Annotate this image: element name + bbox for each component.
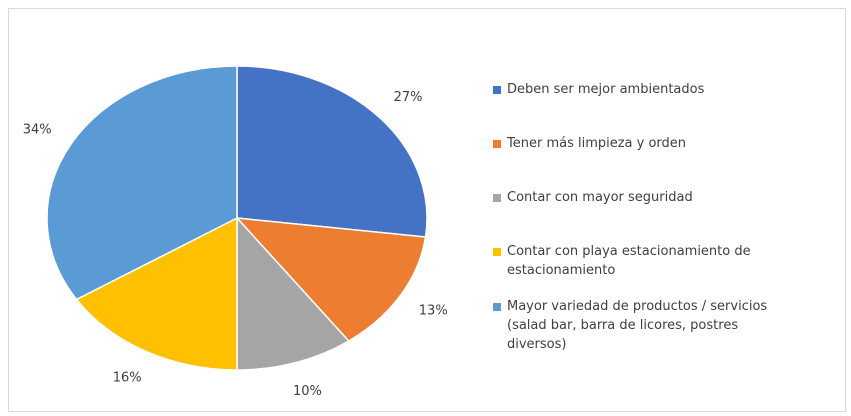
pie-slice — [235, 217, 427, 342]
data-label: 10% — [293, 384, 322, 399]
legend-entry: Contar con mayor seguridad — [493, 188, 783, 207]
legend-swatch — [493, 140, 501, 148]
pie-slice — [236, 216, 350, 371]
legend-label: Contar con mayor seguridad — [507, 190, 693, 205]
pie-slice — [46, 65, 238, 301]
legend-entry: Tener más limpieza y orden — [493, 134, 783, 153]
legend-label: Tener más limpieza y orden — [507, 136, 687, 151]
legend-swatch — [493, 303, 501, 311]
legend-swatch — [493, 248, 501, 256]
pie-slice — [236, 65, 428, 238]
data-label: 16% — [113, 370, 142, 385]
pie-slice — [75, 216, 238, 371]
chart-frame — [8, 8, 846, 412]
legend-swatch — [493, 194, 501, 202]
legend-entry: Mayor variedad de productos / servicios … — [493, 297, 783, 354]
legend-entry: Contar con playa estacionamiento de esta… — [493, 242, 783, 280]
legend-entry: Deben ser mejor ambientados — [493, 80, 783, 99]
legend-label: Deben ser mejor ambientados — [507, 82, 705, 97]
data-label: 27% — [394, 90, 423, 105]
legend-label: Contar con playa estacionamiento de esta… — [507, 244, 751, 278]
legend-label: Mayor variedad de productos / servicios … — [507, 299, 768, 352]
data-label: 13% — [419, 303, 448, 318]
data-label: 34% — [23, 123, 52, 138]
legend-swatch — [493, 86, 501, 94]
